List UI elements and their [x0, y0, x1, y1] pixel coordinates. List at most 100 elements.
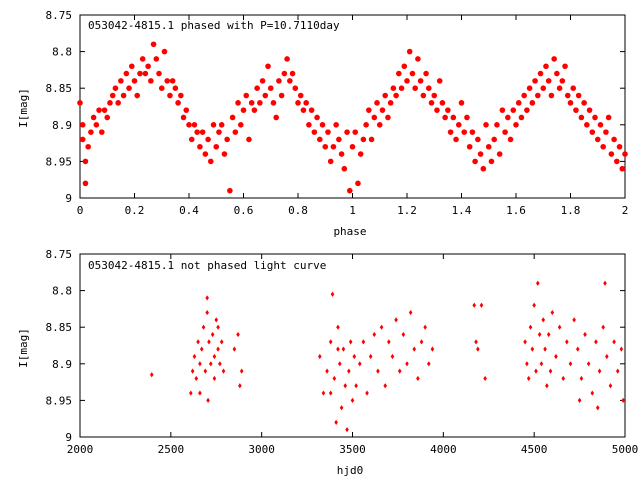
top-data-point	[180, 114, 187, 121]
bottom-data-point	[523, 339, 527, 345]
top-data-point	[188, 136, 195, 143]
top-data-point	[156, 70, 162, 77]
top-data-point	[491, 136, 498, 143]
top-data-point	[281, 70, 288, 77]
bottom-data-point	[210, 331, 215, 338]
top-x-tick-label: 1.2	[397, 204, 417, 217]
top-data-point	[494, 122, 500, 128]
bottom-data-point	[476, 346, 480, 352]
top-data-point	[406, 48, 413, 55]
bottom-data-point	[539, 361, 544, 367]
top-data-point	[445, 107, 451, 113]
top-data-point	[82, 180, 89, 187]
bottom-data-point	[548, 368, 553, 374]
top-data-point	[368, 136, 375, 143]
top-data-point	[502, 129, 508, 135]
top-data-point	[202, 151, 209, 157]
top-data-point	[355, 180, 361, 187]
bottom-data-point	[368, 353, 373, 360]
top-x-tick-label: 0.4	[179, 204, 199, 217]
top-data-point	[273, 114, 280, 121]
bottom-data-point	[216, 346, 220, 352]
bottom-data-point	[572, 317, 576, 323]
top-data-point	[485, 143, 492, 150]
bottom-data-point	[423, 324, 427, 330]
top-data-point	[556, 85, 563, 91]
bottom-data-point	[352, 353, 357, 360]
top-data-point	[82, 158, 89, 165]
top-data-point	[123, 70, 130, 77]
top-data-point	[153, 56, 160, 62]
bottom-data-point	[337, 361, 342, 367]
top-data-point	[431, 92, 438, 99]
top-data-point	[548, 92, 555, 99]
top-data-point	[109, 92, 116, 99]
top-data-point	[167, 92, 173, 99]
bottom-data-point	[621, 397, 625, 403]
top-data-point	[518, 114, 525, 121]
bottom-data-point	[412, 346, 417, 352]
top-data-point	[96, 107, 102, 113]
top-data-point	[374, 100, 380, 106]
bottom-x-tick-label: 2500	[158, 443, 185, 456]
top-data-point	[85, 143, 91, 150]
bottom-data-point	[190, 368, 195, 374]
top-data-point	[592, 114, 598, 121]
top-chart: 053042-4815.1 phased with P=10.7110day p…	[17, 9, 628, 238]
top-x-tick-label: 0.8	[288, 204, 308, 217]
top-data-point	[319, 122, 326, 128]
top-data-point	[79, 136, 86, 143]
top-data-point	[186, 122, 192, 128]
top-data-point	[393, 92, 399, 99]
bottom-data-point	[343, 383, 348, 389]
bottom-data-point	[372, 331, 377, 338]
top-data-point	[88, 129, 94, 135]
top-data-point	[398, 85, 405, 91]
top-data-point	[172, 85, 179, 91]
bottom-data-point	[376, 368, 380, 374]
top-data-point	[77, 100, 83, 106]
top-data-point	[235, 100, 241, 106]
top-data-point	[240, 107, 247, 113]
bottom-data-point	[605, 353, 609, 360]
top-data-point	[104, 114, 111, 121]
top-chart-title: 053042-4815.1 phased with P=10.7110day	[88, 19, 340, 32]
top-data-point	[428, 100, 435, 106]
top-data-point	[346, 187, 353, 194]
top-data-point	[248, 100, 255, 106]
bottom-data-points	[149, 280, 625, 433]
top-data-point	[540, 85, 547, 91]
top-data-point	[379, 107, 386, 113]
top-data-point	[317, 136, 323, 143]
top-data-point	[325, 129, 331, 135]
bottom-data-point	[318, 353, 322, 360]
top-data-point	[287, 78, 293, 84]
top-data-point	[450, 114, 457, 121]
top-data-point	[581, 100, 587, 106]
bottom-data-point	[565, 339, 569, 345]
bottom-data-point	[379, 324, 384, 330]
bottom-data-point	[416, 375, 420, 382]
top-data-point	[251, 107, 258, 113]
bottom-data-point	[347, 368, 351, 374]
bottom-data-point	[619, 346, 624, 352]
top-data-point	[442, 114, 448, 121]
top-data-point	[597, 122, 604, 128]
bottom-data-point	[221, 368, 226, 374]
top-data-point	[562, 63, 568, 70]
bottom-data-point	[390, 353, 395, 360]
bottom-x-tick-label: 4500	[521, 443, 548, 456]
top-data-point	[284, 56, 290, 62]
bottom-data-point	[236, 331, 240, 338]
top-data-point	[360, 136, 367, 143]
top-data-point	[611, 136, 617, 143]
top-data-point	[237, 122, 244, 128]
top-data-point	[461, 129, 468, 135]
top-data-point	[327, 158, 334, 165]
bottom-data-point	[330, 291, 335, 297]
top-data-point	[259, 78, 266, 84]
top-data-point	[224, 136, 230, 143]
bottom-data-point	[336, 346, 340, 352]
bottom-x-tick-label: 3500	[339, 443, 366, 456]
top-data-point	[605, 114, 612, 121]
